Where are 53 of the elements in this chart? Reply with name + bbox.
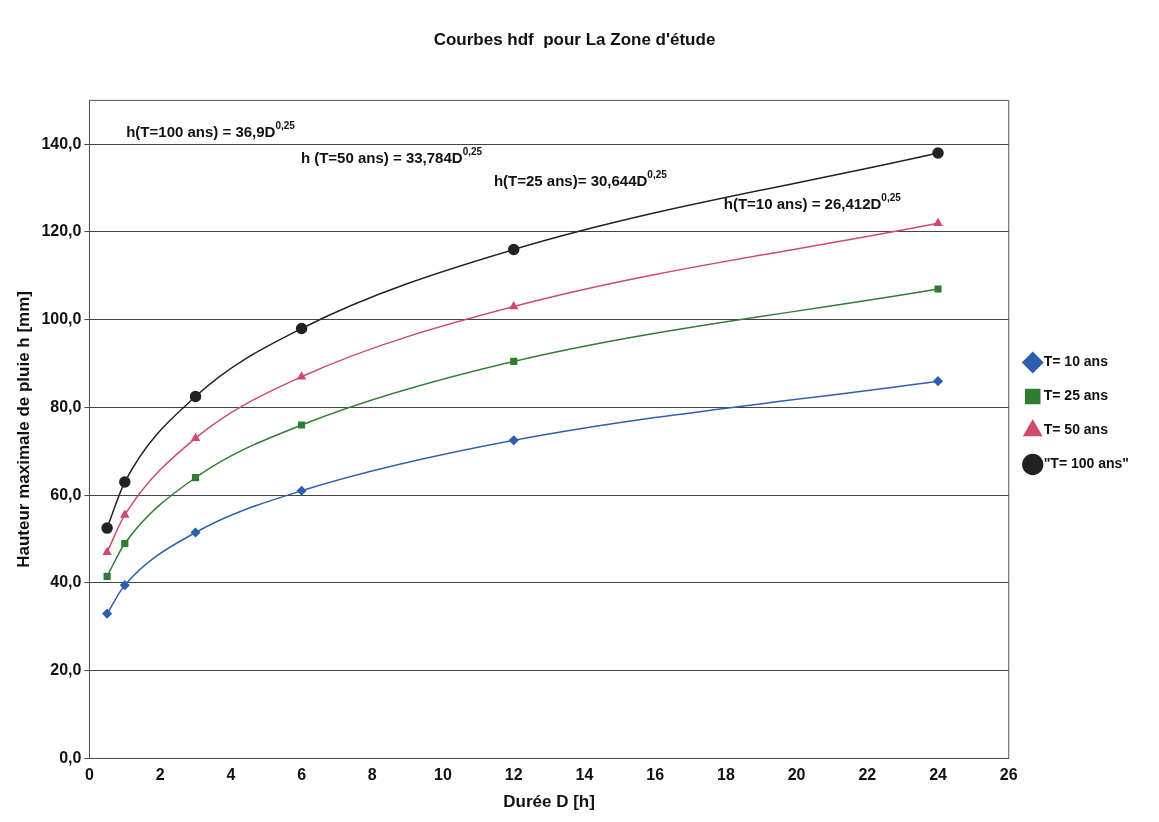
y-tick-label: 120,0 xyxy=(41,222,82,240)
x-tick-label: 14 xyxy=(575,766,594,784)
x-tick-label: 0 xyxy=(84,766,94,784)
point xyxy=(121,539,129,548)
y-tick-label: 80,0 xyxy=(50,397,82,415)
point xyxy=(102,547,112,555)
y-tick-label: 0,0 xyxy=(59,748,82,766)
legend-label: T= 50 ans xyxy=(1043,421,1109,438)
x-tick-label: 2 xyxy=(155,766,165,784)
point xyxy=(191,474,200,482)
x-tick-label: 6 xyxy=(297,766,307,784)
point xyxy=(295,322,308,335)
point xyxy=(507,243,520,256)
x-tick-label: 20 xyxy=(787,766,806,784)
y-tick-label: 100,0 xyxy=(41,310,82,328)
y-axis-title: Hauteur maximale de pluie h [mm] xyxy=(13,291,33,568)
x-tick-label: 4 xyxy=(226,766,236,784)
point xyxy=(103,572,111,580)
point xyxy=(189,390,202,403)
x-tick-label: 22 xyxy=(858,766,877,784)
point xyxy=(120,580,130,590)
legend-label: T= 10 ans xyxy=(1043,353,1109,370)
point xyxy=(933,218,943,226)
y-tick-label: 60,0 xyxy=(50,485,82,503)
point xyxy=(190,527,201,538)
point xyxy=(510,357,518,365)
point xyxy=(932,147,944,159)
x-tick-label: 12 xyxy=(504,766,523,784)
x-tick-label: 8 xyxy=(367,766,377,784)
point xyxy=(508,435,519,446)
y-tick-label: 140,0 xyxy=(41,134,82,152)
chart-title: Courbes hdf pour La Zone d'étude xyxy=(433,29,716,49)
point xyxy=(933,376,943,386)
point xyxy=(101,522,113,534)
x-tick-label: 16 xyxy=(646,766,665,784)
y-tick-label: 40,0 xyxy=(50,573,82,591)
x-axis-title: Durée D [h] xyxy=(503,792,595,812)
x-tick-label: 26 xyxy=(999,766,1018,784)
point xyxy=(509,301,518,310)
legend-label: "T= 100 ans" xyxy=(1043,455,1129,472)
point xyxy=(102,608,112,619)
point xyxy=(934,285,942,293)
legend-label: T= 25 ans xyxy=(1043,387,1109,404)
point xyxy=(297,372,306,380)
y-tick-label: 20,0 xyxy=(50,661,82,679)
point xyxy=(120,510,130,518)
point xyxy=(191,433,200,441)
point xyxy=(119,476,131,488)
point xyxy=(296,486,307,496)
x-tick-label: 24 xyxy=(929,766,948,784)
point xyxy=(298,421,306,429)
x-tick-label: 10 xyxy=(434,766,453,784)
x-tick-label: 18 xyxy=(716,766,735,784)
